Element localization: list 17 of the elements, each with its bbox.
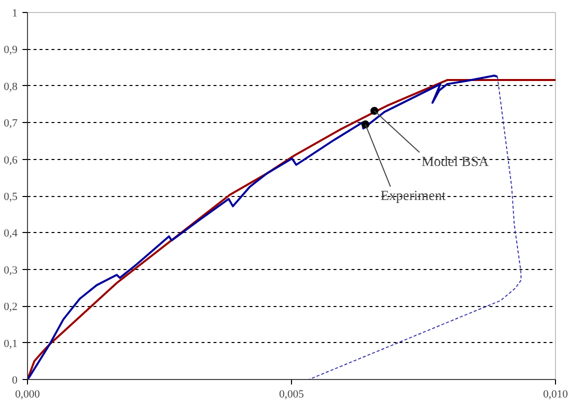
y-tick-label: 0 (12, 374, 18, 386)
y-tick-label: 0,4 (4, 228, 18, 240)
y-tick-label: 0,6 (4, 154, 18, 166)
line-series (308, 76, 522, 380)
annotation: Model BSA (421, 154, 490, 170)
y-tick-label: 0,3 (4, 264, 18, 276)
y-tick-label: 0,5 (4, 191, 18, 203)
x-tick-label: 0,005 (279, 388, 304, 400)
annotation: Experiment (380, 189, 446, 204)
y-tick-label: 0,9 (4, 44, 18, 56)
x-tick-label: 0,000 (15, 388, 40, 400)
y-tick-label: 0,2 (4, 301, 18, 314)
y-tick-label: 0,7 (4, 118, 18, 130)
y-tick-label: 1 (12, 8, 18, 20)
x-tick-label: 0,010 (543, 388, 568, 400)
y-tick-label: 0,8 (4, 80, 18, 93)
y-tick-label: 0,1 (4, 338, 18, 350)
